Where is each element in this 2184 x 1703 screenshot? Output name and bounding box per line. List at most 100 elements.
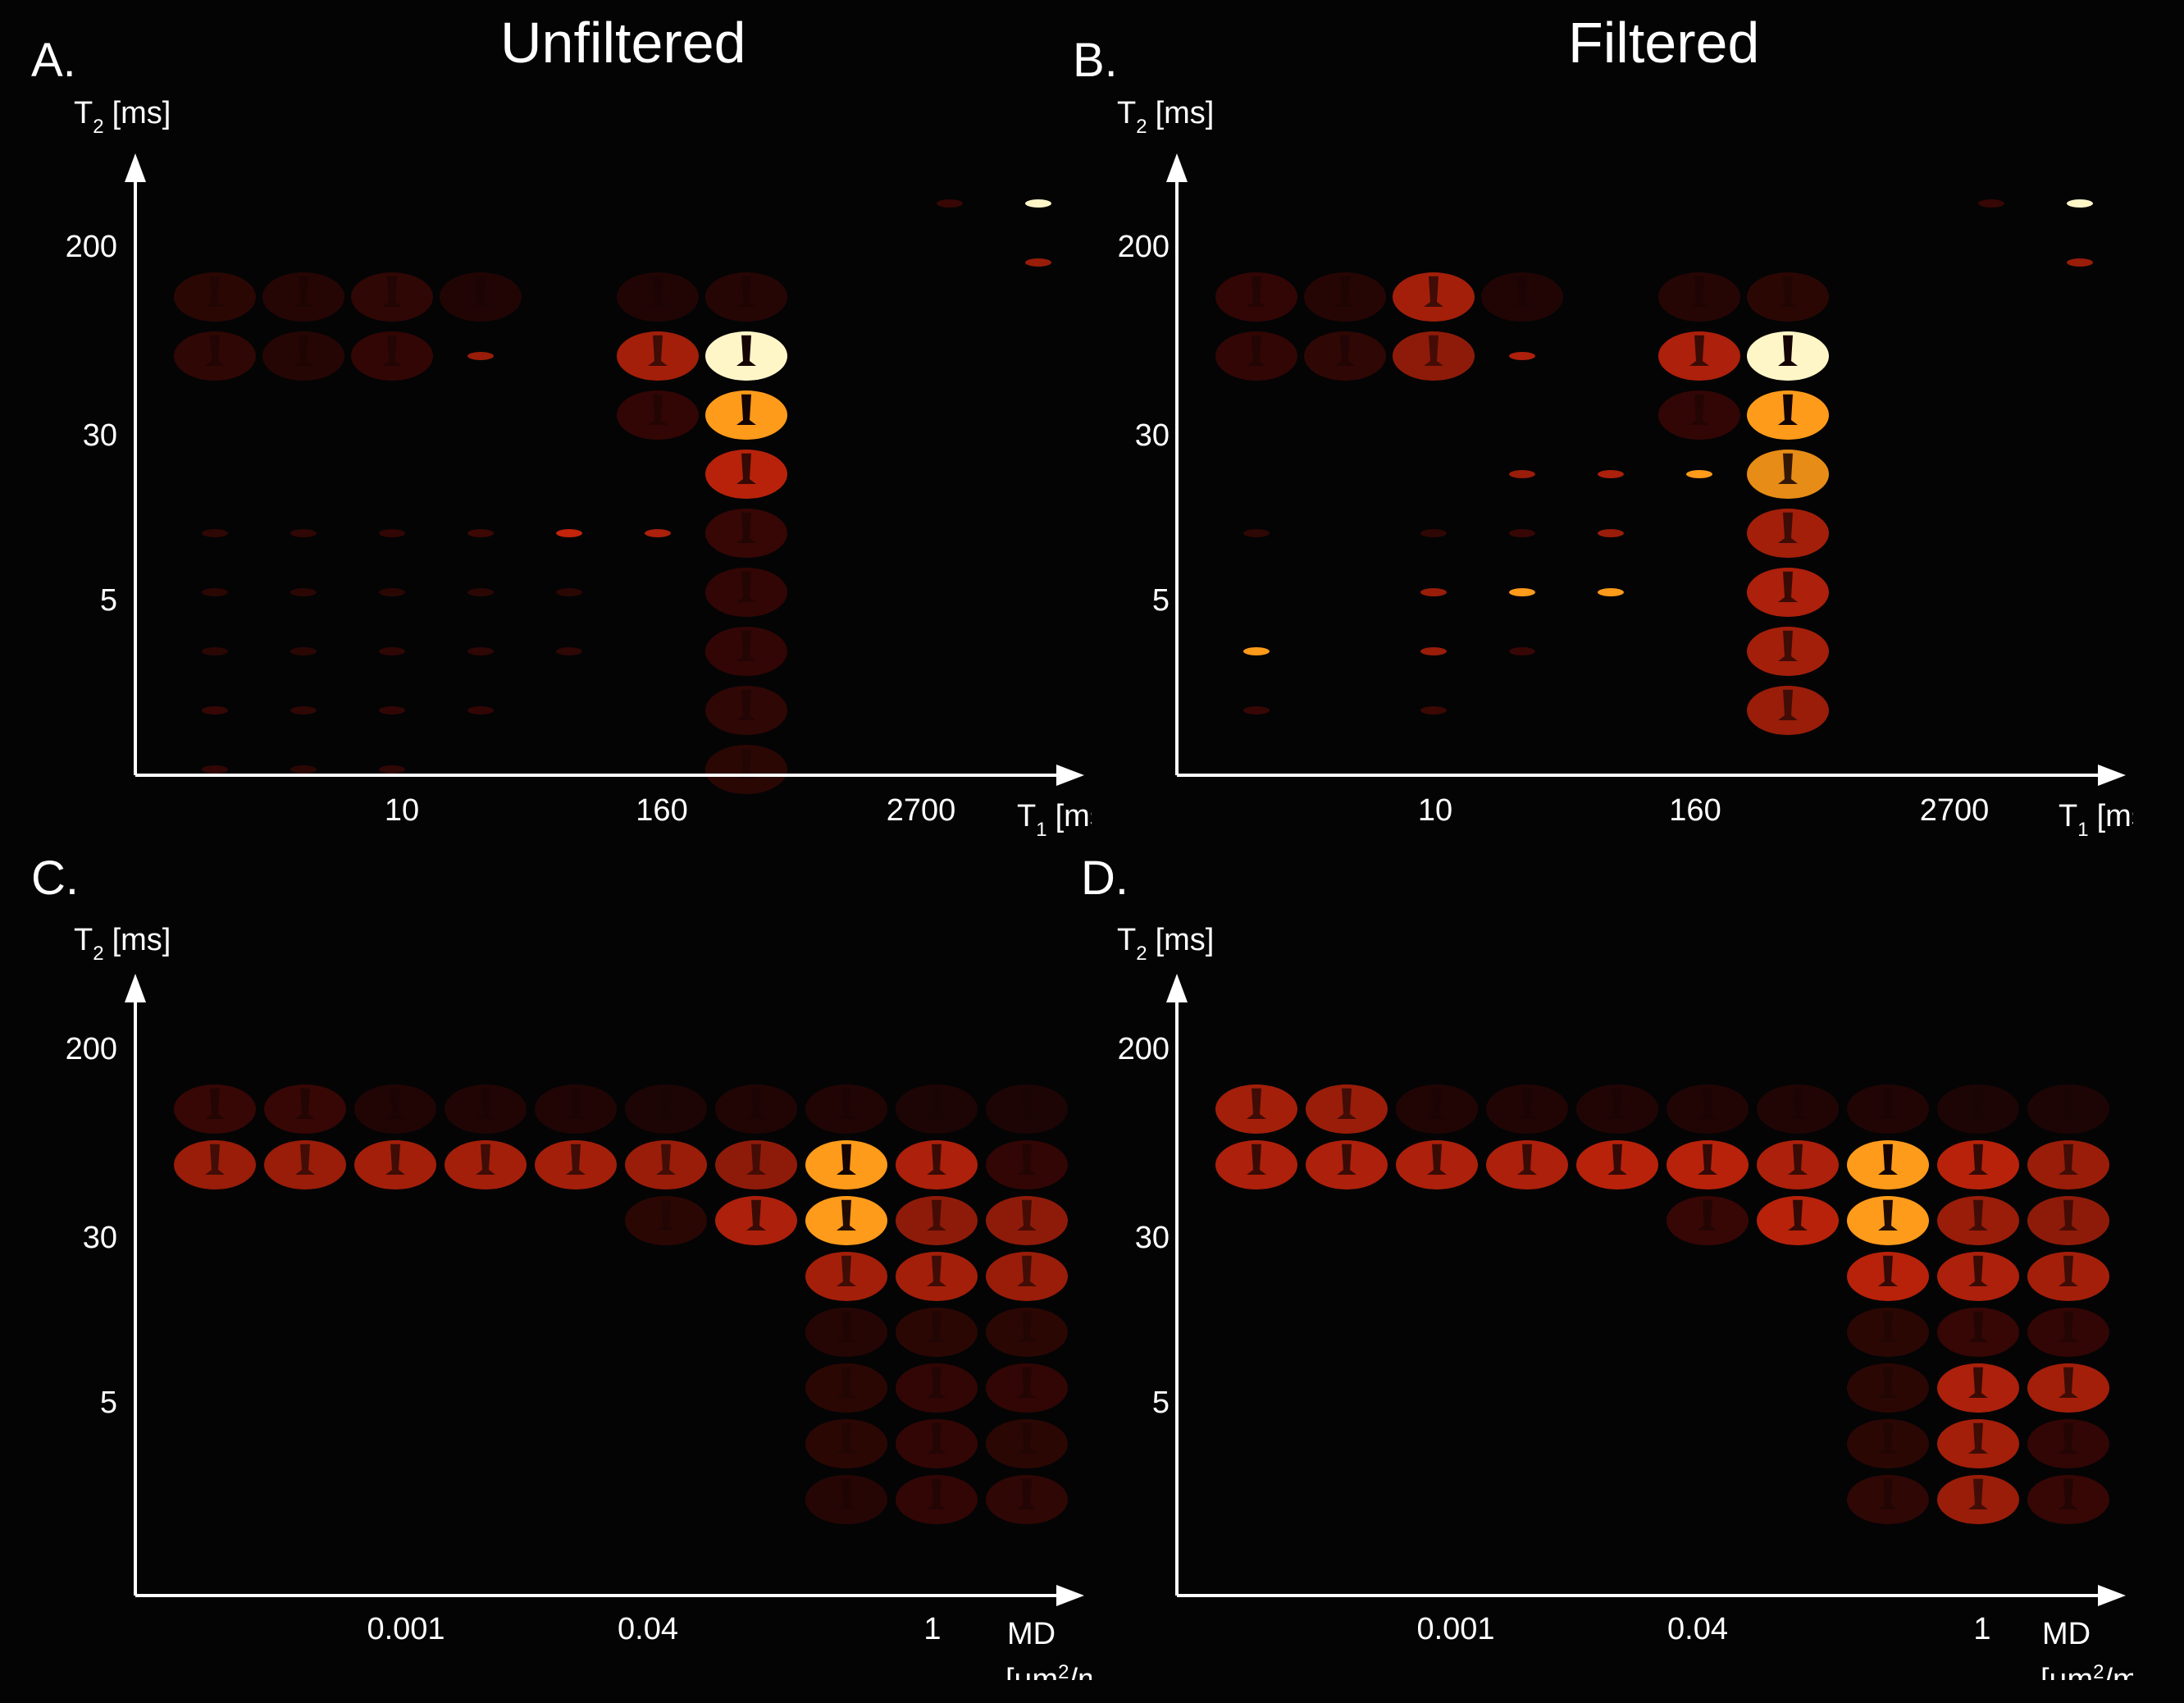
signal-spot bbox=[379, 529, 405, 537]
signal-spot bbox=[1025, 199, 1051, 208]
brain-slice-image bbox=[1747, 568, 1829, 617]
brain-slice-image bbox=[1304, 331, 1386, 381]
brain-slice-image bbox=[264, 1140, 346, 1189]
signal-spot bbox=[2067, 199, 2093, 208]
signal-spot bbox=[1509, 647, 1535, 655]
brain-slice-image bbox=[805, 1363, 887, 1413]
signal-spot bbox=[556, 647, 582, 655]
panel-letter: C. bbox=[31, 852, 79, 905]
signal-spot bbox=[290, 588, 317, 596]
signal-spot bbox=[1686, 470, 1712, 478]
brain-slice-image bbox=[705, 390, 787, 440]
brain-slice-image bbox=[2027, 1363, 2109, 1413]
brain-slice-image bbox=[2027, 1419, 2109, 1468]
brain-slice-image bbox=[1847, 1140, 1929, 1189]
signal-spot bbox=[1420, 706, 1447, 715]
brain-slice-image bbox=[1215, 1084, 1297, 1134]
brain-slice-image bbox=[1658, 331, 1740, 381]
brain-slice-image bbox=[1937, 1419, 2019, 1468]
brain-slice-image bbox=[896, 1140, 978, 1189]
signal-spot bbox=[937, 199, 963, 208]
panel-a-plot: A. T2[ms] 200 30 5 10 160 2700 T1[ms] bbox=[31, 34, 1092, 841]
brain-slice-image bbox=[986, 1419, 1068, 1468]
brain-slice-image bbox=[805, 1196, 887, 1245]
brain-slice-image bbox=[617, 331, 699, 381]
brain-slice-image bbox=[705, 450, 787, 499]
brain-slice-image bbox=[264, 1084, 346, 1134]
brain-slice-image bbox=[705, 509, 787, 558]
brain-slice-image bbox=[1666, 1196, 1749, 1245]
brain-slice-image bbox=[262, 331, 344, 381]
panel-c-heatmap-grid bbox=[174, 1084, 1068, 1524]
signal-spot bbox=[467, 647, 494, 655]
brain-slice-image bbox=[1393, 331, 1475, 381]
brain-slice-image bbox=[705, 745, 787, 794]
panel-letter: A. bbox=[31, 34, 76, 87]
signal-spot bbox=[290, 529, 317, 537]
y-axis-label: T2 [ms] bbox=[1117, 96, 1214, 138]
brain-slice-image bbox=[262, 272, 344, 322]
brain-slice-image bbox=[2027, 1084, 2109, 1134]
brain-slice-image bbox=[1396, 1084, 1478, 1134]
signal-spot bbox=[556, 588, 582, 596]
signal-spot bbox=[1509, 588, 1535, 596]
brain-slice-image bbox=[2027, 1140, 2109, 1189]
brain-slice-image bbox=[1937, 1475, 2019, 1524]
brain-slice-image bbox=[1396, 1140, 1478, 1189]
brain-slice-image bbox=[1747, 331, 1829, 381]
x-tick-label: 1 bbox=[1973, 1612, 1990, 1646]
brain-slice-image bbox=[354, 1084, 436, 1134]
brain-slice-image bbox=[1847, 1252, 1929, 1301]
signal-spot bbox=[2067, 258, 2093, 267]
y-axis-label: T2 [ms] bbox=[74, 923, 171, 965]
x-tick-label: 160 bbox=[636, 793, 687, 828]
brain-slice-image bbox=[1666, 1084, 1749, 1134]
brain-slice-image bbox=[174, 272, 256, 322]
brain-slice-image bbox=[1847, 1363, 1929, 1413]
brain-slice-image bbox=[896, 1475, 978, 1524]
brain-slice-image bbox=[986, 1196, 1068, 1245]
title-unfiltered: Unfiltered bbox=[500, 11, 746, 75]
brain-slice-image bbox=[896, 1084, 978, 1134]
brain-slice-image bbox=[705, 627, 787, 676]
signal-spot bbox=[556, 529, 582, 537]
brain-slice-image bbox=[2027, 1252, 2109, 1301]
panel-d: D. T2 [ms] 200 30 5 0.001 0.04 1 MD [μm2/… bbox=[1042, 829, 2133, 1680]
title-filtered: Filtered bbox=[1568, 11, 1760, 75]
brain-slice-image bbox=[2027, 1196, 2109, 1245]
signal-spot bbox=[1243, 529, 1270, 537]
brain-slice-image bbox=[1658, 272, 1740, 322]
panel-letter: D. bbox=[1081, 852, 1128, 905]
brain-slice-image bbox=[1306, 1140, 1388, 1189]
brain-slice-image bbox=[445, 1140, 527, 1189]
brain-slice-image bbox=[1576, 1140, 1658, 1189]
brain-slice-image bbox=[2027, 1475, 2109, 1524]
x-tick-label: 0.001 bbox=[1416, 1612, 1494, 1646]
brain-slice-image bbox=[1747, 509, 1829, 558]
signal-spot bbox=[467, 352, 494, 360]
brain-slice-image bbox=[1757, 1196, 1839, 1245]
signal-spot bbox=[290, 647, 317, 655]
brain-slice-image bbox=[1747, 627, 1829, 676]
brain-slice-image bbox=[1747, 390, 1829, 440]
y-tick-label: 200 bbox=[66, 1032, 117, 1066]
signal-spot bbox=[1978, 199, 2004, 208]
y-tick-label: 5 bbox=[1152, 1386, 1170, 1420]
brain-slice-image bbox=[896, 1363, 978, 1413]
y-tick-label: 200 bbox=[66, 230, 117, 264]
x-axis-label: MD bbox=[1007, 1617, 1056, 1651]
signal-spot bbox=[1598, 470, 1624, 478]
signal-spot bbox=[1509, 352, 1535, 360]
panel-letter: B. bbox=[1073, 34, 1118, 87]
signal-spot bbox=[202, 706, 228, 715]
brain-slice-image bbox=[1847, 1308, 1929, 1357]
signal-spot bbox=[379, 588, 405, 596]
signal-spot bbox=[1025, 258, 1051, 267]
brain-slice-image bbox=[986, 1363, 1068, 1413]
brain-slice-image bbox=[896, 1419, 978, 1468]
brain-slice-image bbox=[1847, 1475, 1929, 1524]
y-tick-label: 30 bbox=[1135, 1221, 1170, 1255]
signal-spot bbox=[1243, 706, 1270, 715]
x-axis-label: T1[ms] bbox=[1017, 799, 1092, 841]
brain-slice-image bbox=[805, 1140, 887, 1189]
